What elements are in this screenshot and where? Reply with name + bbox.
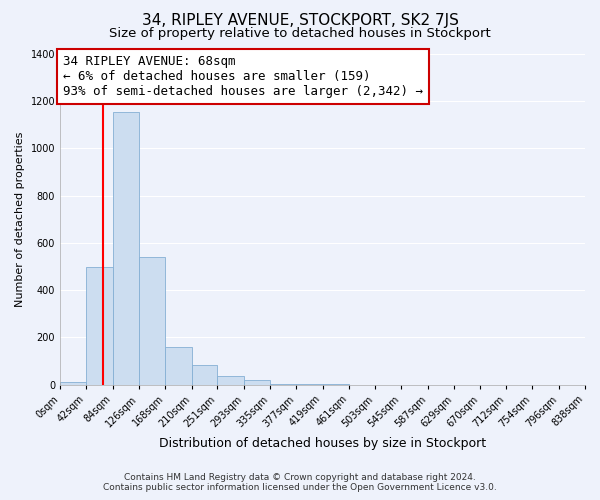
Text: Contains HM Land Registry data © Crown copyright and database right 2024.
Contai: Contains HM Land Registry data © Crown c… <box>103 473 497 492</box>
Bar <box>139 257 165 384</box>
Y-axis label: Number of detached properties: Number of detached properties <box>15 132 25 307</box>
Bar <box>165 347 191 385</box>
Text: Size of property relative to detached houses in Stockport: Size of property relative to detached ho… <box>109 28 491 40</box>
Bar <box>244 380 270 384</box>
X-axis label: Distribution of detached houses by size in Stockport: Distribution of detached houses by size … <box>159 437 486 450</box>
Text: 34 RIPLEY AVENUE: 68sqm
← 6% of detached houses are smaller (159)
93% of semi-de: 34 RIPLEY AVENUE: 68sqm ← 6% of detached… <box>63 55 423 98</box>
Bar <box>217 376 244 384</box>
Bar <box>191 364 217 384</box>
Text: 34, RIPLEY AVENUE, STOCKPORT, SK2 7JS: 34, RIPLEY AVENUE, STOCKPORT, SK2 7JS <box>142 12 458 28</box>
Bar <box>113 112 139 384</box>
Bar <box>60 382 86 384</box>
Bar <box>86 266 113 384</box>
